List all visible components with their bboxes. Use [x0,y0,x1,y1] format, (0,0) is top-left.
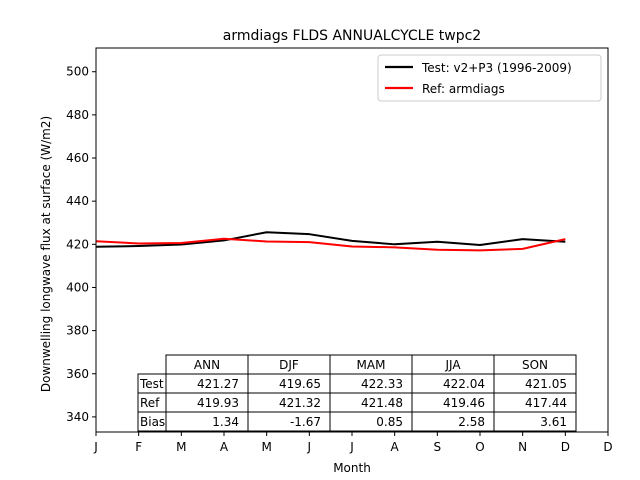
table-cell-value: 2.58 [458,415,485,429]
legend: Test: v2+P3 (1996-2009) Ref: armdiags [377,54,602,102]
x-tick-label: D [561,440,570,454]
x-tick-label: N [518,440,527,454]
x-tick-label: J [93,440,98,454]
table-cell-value: 419.46 [443,396,485,410]
y-axis-label: Downwelling longwave flux at surface (W/… [39,116,53,392]
x-axis-label: Month [333,461,371,475]
table-cell-value: 422.33 [361,377,403,391]
y-tick-label: 380 [66,324,89,338]
y-tick-label: 400 [66,280,89,294]
y-tick-label: 460 [66,151,89,165]
legend-label-2: Ref: armdiags [422,82,505,96]
table-cell-value: 417.44 [525,396,567,410]
y-tick-label: 360 [66,367,89,381]
y-tick-label: 440 [66,194,89,208]
table-cell-value: 1.34 [212,415,239,429]
table-header-label: MAM [357,358,386,372]
table-cell-value: 3.61 [540,415,567,429]
y-ticks: 340 360 380 400 420 440 460 480 500 [66,65,96,424]
x-tick-label: F [135,440,142,454]
table-cell-value: 419.93 [197,396,239,410]
plot-frame [95,47,609,433]
x-tick-label: A [391,440,400,454]
table-cell-value: 421.48 [361,396,403,410]
series-group [95,231,566,252]
x-tick-label: M [176,440,186,454]
chart-title: armdiags FLDS ANNUALCYCLE twpc2 [223,28,481,44]
table-cell-value: 422.04 [443,377,485,391]
table-row-label: Test [139,377,164,391]
table-cell [493,411,577,432]
x-tick-label: A [220,440,229,454]
table-header-label: JJA [444,358,461,372]
table-row-label: Bias [140,415,165,429]
table-cell-value: 419.65 [279,377,321,391]
series-line-2 [95,237,566,252]
x-tick-label: O [475,440,484,454]
table-cell-value: 421.27 [197,377,239,391]
x-tick-label: J [307,440,312,454]
table-header-label: DJF [279,358,299,372]
series-line-1 [95,231,566,248]
table-header-label: ANN [194,358,220,372]
y-tick-label: 480 [66,108,89,122]
x-tick-label: D [603,440,612,454]
table-cell-value: -1.67 [290,415,321,429]
stats-table: ANN DJF MAM JJA SON Test 421.27 419.65 422.33 422… [137,354,577,432]
legend-label-1: Test: v2+P3 (1996-2009) [421,61,572,75]
x-tick-label: J [349,440,354,454]
y-tick-label: 340 [66,410,89,424]
x-tick-label: S [434,440,442,454]
y-tick-label: 500 [66,65,89,79]
table-cell-value: 0.85 [376,415,403,429]
table-header-label: SON [522,358,548,372]
table-cell-value: 421.32 [279,396,321,410]
y-tick-label: 420 [66,237,89,251]
table-row-label: Ref [140,396,160,410]
table-cell-value: 421.05 [525,377,567,391]
legend-box [377,54,602,102]
x-tick-label: M [261,440,271,454]
